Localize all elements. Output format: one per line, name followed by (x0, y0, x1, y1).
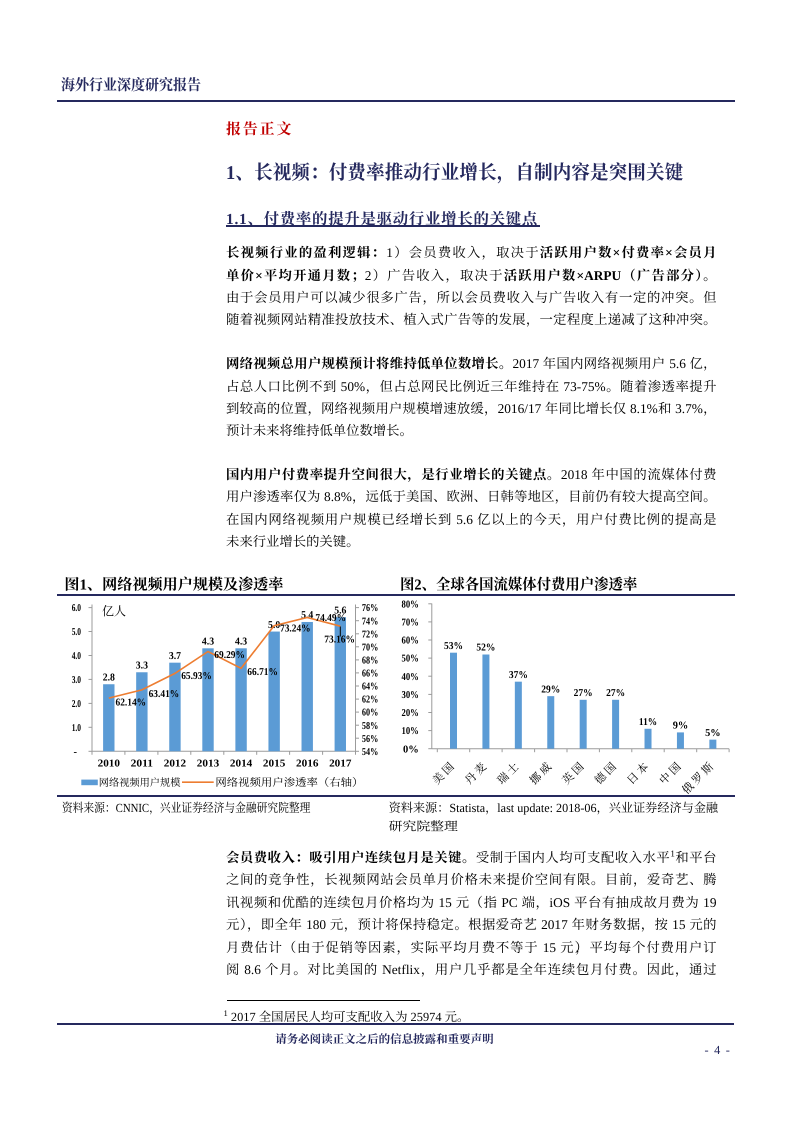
svg-text:27%: 27% (606, 688, 625, 699)
svg-text:73.24%: 73.24% (280, 623, 311, 634)
svg-text:1.0: 1.0 (72, 723, 81, 734)
svg-text:4.3: 4.3 (235, 637, 247, 648)
svg-text:52%: 52% (476, 643, 495, 654)
svg-text:5.6: 5.6 (334, 605, 346, 616)
svg-text:73.16%: 73.16% (324, 635, 355, 646)
svg-text:2.0: 2.0 (72, 699, 81, 710)
svg-text:62.14%: 62.14% (116, 697, 147, 708)
svg-text:中国: 中国 (657, 758, 686, 787)
svg-text:2014: 2014 (230, 759, 253, 770)
svg-text:37%: 37% (509, 670, 528, 681)
svg-text:76%: 76% (362, 603, 378, 614)
svg-text:53%: 53% (444, 641, 463, 652)
svg-text:62%: 62% (362, 695, 378, 706)
svg-text:资料来源：CNNIC，兴业证券经济与金融研究院整理: 资料来源：CNNIC，兴业证券经济与金融研究院整理 (62, 801, 311, 815)
svg-text:网络视频用户渗透率（右轴）: 网络视频用户渗透率（右轴） (215, 776, 363, 789)
svg-text:2013: 2013 (197, 759, 219, 770)
svg-text:图2、全球各国流媒体付费用户渗透率: 图2、全球各国流媒体付费用户渗透率 (400, 576, 637, 594)
svg-text:72%: 72% (362, 629, 378, 640)
svg-text:2017: 2017 (329, 759, 351, 770)
svg-text:70%: 70% (402, 617, 419, 628)
svg-text:4.3: 4.3 (202, 637, 214, 648)
svg-text:德国: 德国 (592, 758, 621, 787)
svg-text:64%: 64% (362, 682, 378, 693)
svg-text:英国: 英国 (560, 758, 589, 787)
svg-text:研究院整理: 研究院整理 (389, 820, 459, 834)
svg-text:资料来源：Statista，last update: 201: 资料来源：Statista，last update: 2018-06，兴业证券经… (389, 801, 718, 815)
svg-text:2011: 2011 (131, 759, 153, 770)
svg-text:2.8: 2.8 (103, 672, 115, 683)
svg-text:2016: 2016 (296, 759, 318, 770)
svg-text:2010: 2010 (98, 759, 120, 770)
svg-text:3.3: 3.3 (136, 660, 148, 671)
svg-text:70%: 70% (362, 642, 378, 653)
svg-text:网络视频用户规模: 网络视频用户规模 (99, 777, 181, 789)
svg-text:美国: 美国 (430, 758, 459, 787)
svg-text:58%: 58% (362, 721, 378, 732)
svg-text:80%: 80% (402, 599, 419, 610)
svg-text:5.0: 5.0 (72, 627, 81, 638)
svg-text:-: - (74, 747, 78, 758)
svg-text:63.41%: 63.41% (149, 689, 180, 700)
svg-text:65.93%: 65.93% (181, 671, 212, 682)
svg-text:2015: 2015 (263, 759, 285, 770)
svg-text:20%: 20% (402, 708, 419, 719)
svg-text:俄罗斯: 俄罗斯 (680, 758, 718, 796)
svg-text:69.29%: 69.29% (214, 650, 245, 661)
svg-text:挪威: 挪威 (527, 758, 556, 787)
svg-text:68%: 68% (362, 655, 378, 666)
svg-text:0%: 0% (403, 744, 419, 755)
svg-text:66%: 66% (362, 669, 378, 680)
svg-text:60%: 60% (402, 636, 419, 647)
svg-text:5.4: 5.4 (301, 610, 314, 621)
svg-text:56%: 56% (362, 734, 378, 745)
svg-text:50%: 50% (402, 654, 419, 665)
svg-text:3.7: 3.7 (169, 651, 181, 662)
svg-text:6.0: 6.0 (72, 603, 81, 614)
svg-text:5%: 5% (705, 728, 721, 739)
svg-text:亿人: 亿人 (102, 604, 126, 618)
svg-text:2012: 2012 (164, 759, 186, 770)
svg-text:日本: 日本 (624, 758, 653, 787)
svg-text:60%: 60% (362, 708, 378, 719)
svg-text:27%: 27% (574, 688, 593, 699)
svg-text:4.0: 4.0 (72, 651, 81, 662)
svg-text:40%: 40% (402, 672, 419, 683)
svg-text:54%: 54% (362, 747, 378, 758)
svg-text:66.71%: 66.71% (247, 667, 278, 678)
svg-text:图1、网络视频用户规模及渗透率: 图1、网络视频用户规模及渗透率 (64, 576, 283, 594)
svg-text:瑞士: 瑞士 (495, 758, 524, 787)
svg-text:10%: 10% (402, 726, 419, 737)
svg-text:11%: 11% (639, 717, 657, 728)
svg-text:3.0: 3.0 (72, 675, 81, 686)
svg-text:30%: 30% (402, 690, 419, 701)
svg-text:74%: 74% (362, 616, 378, 627)
svg-text:29%: 29% (541, 684, 560, 695)
svg-text:74.49%: 74.49% (315, 613, 346, 624)
svg-text:丹麦: 丹麦 (462, 758, 491, 787)
svg-text:9%: 9% (673, 721, 689, 732)
